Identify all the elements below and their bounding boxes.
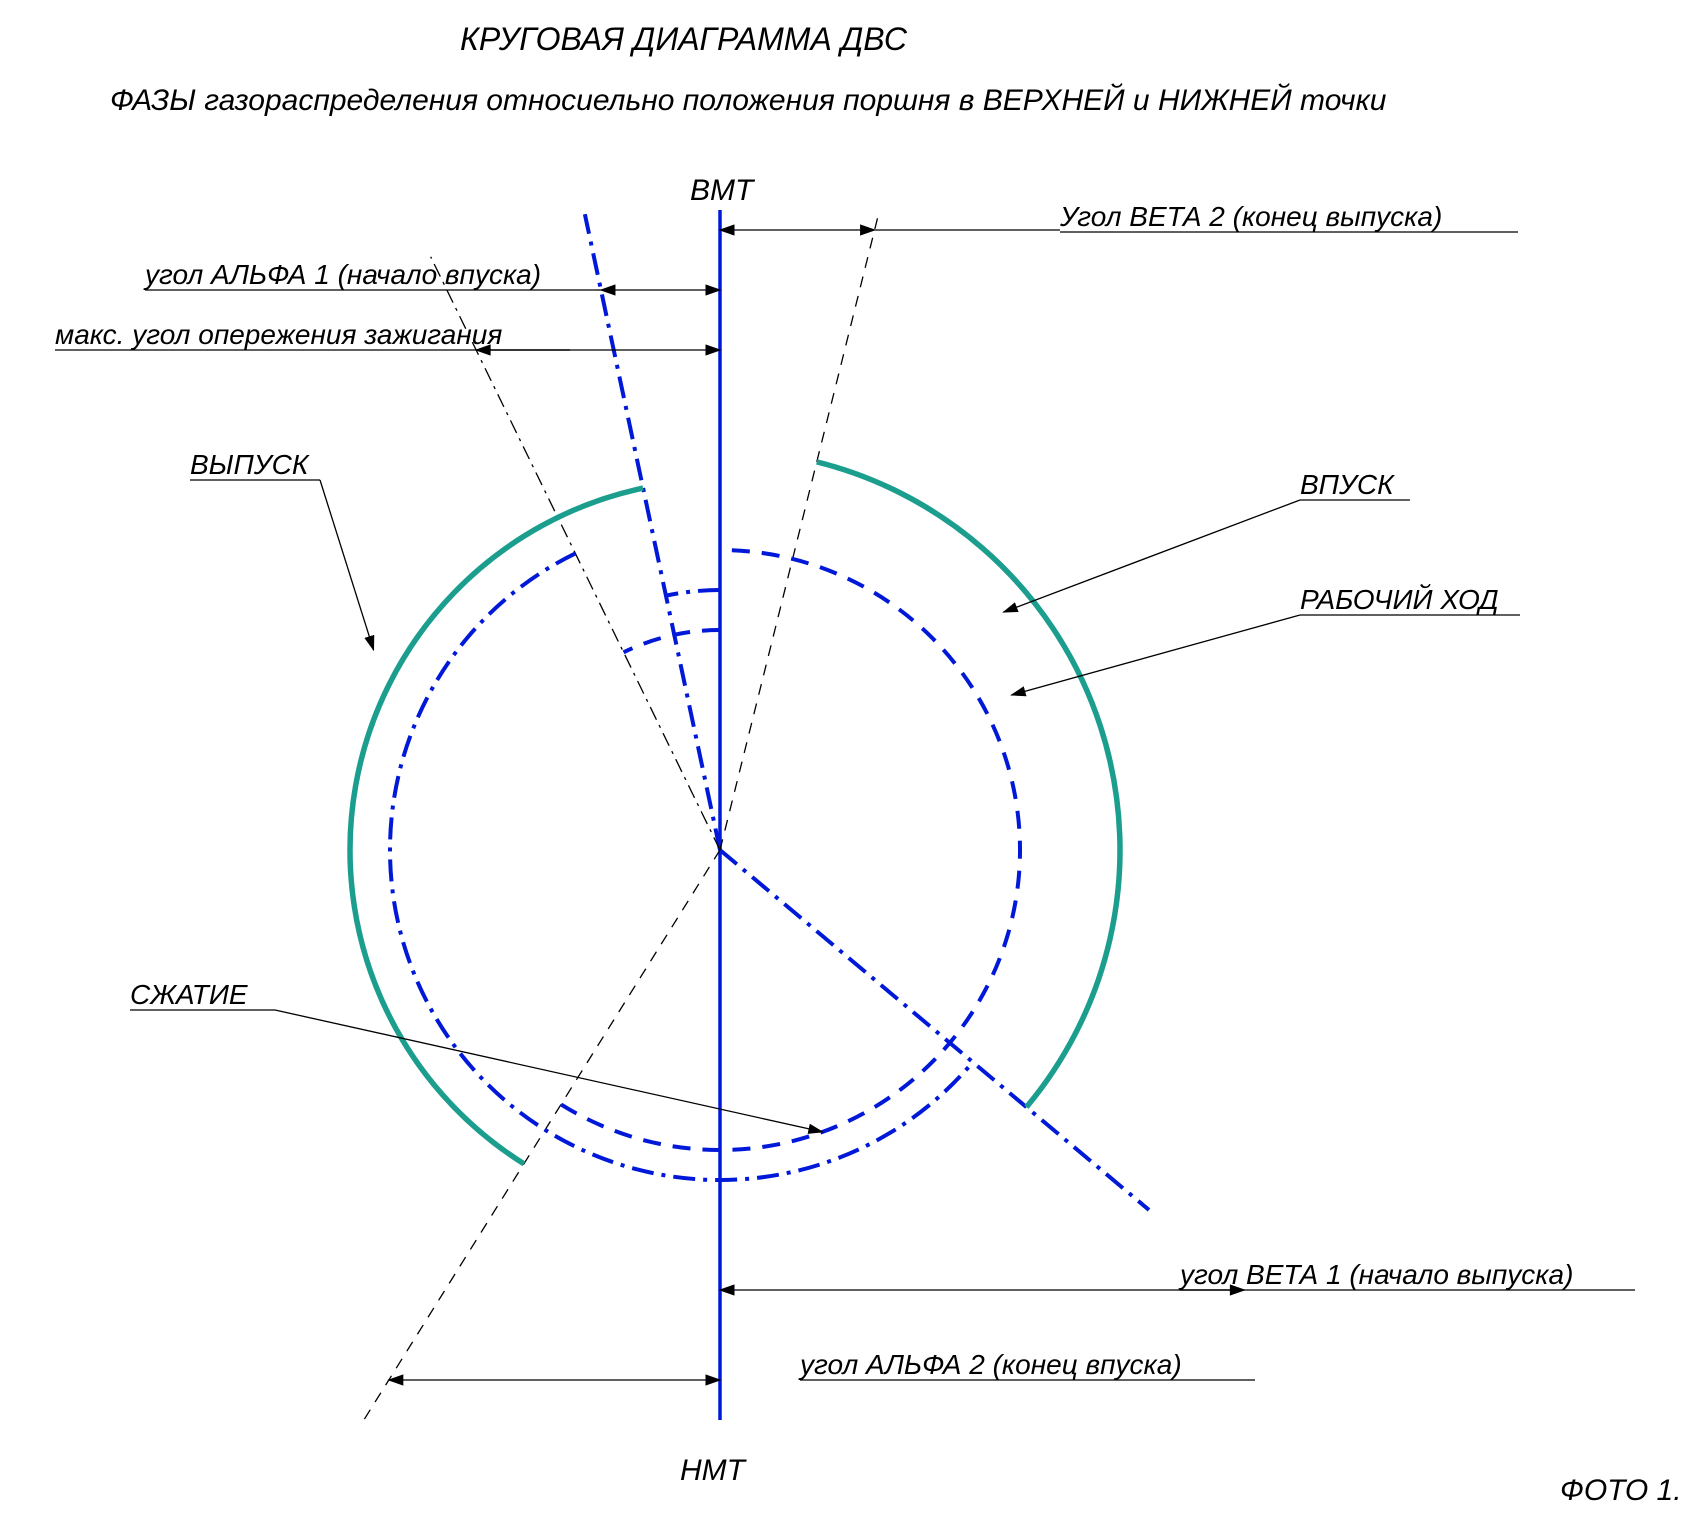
title: КРУГОВАЯ ДИАГРАММА ДВС bbox=[460, 21, 908, 57]
arc-power bbox=[390, 553, 973, 1180]
label-alpha2: угол АЛЬФА 2 (конец впуска) bbox=[798, 1349, 1182, 1380]
label-intake: ВПУСК bbox=[1300, 469, 1395, 500]
radial-beta2 bbox=[720, 210, 880, 850]
dim-arc-ign bbox=[624, 630, 720, 652]
radial-alpha1 bbox=[585, 214, 720, 850]
diagram-canvas: КРУГОВАЯ ДИАГРАММА ДВС ФАЗЫ газораспредел… bbox=[0, 0, 1700, 1519]
dim-arc-alpha1 bbox=[666, 590, 720, 596]
arc-intake bbox=[350, 488, 643, 1164]
subtitle: ФАЗЫ газораспределения относиельно полож… bbox=[110, 83, 1387, 117]
label-compress: СЖАТИЕ bbox=[130, 979, 248, 1010]
label-alpha1: угол АЛЬФА 1 (начало впуска) bbox=[143, 259, 541, 290]
label-beta2: Угол ВЕТА 2 (конец выпуска) bbox=[1059, 201, 1442, 232]
footer: ФОТО 1. bbox=[1560, 1474, 1682, 1507]
radial-beta1 bbox=[720, 850, 1149, 1210]
radial-alpha2 bbox=[360, 850, 720, 1427]
arc-compress bbox=[561, 550, 1020, 1150]
arc-exhaust bbox=[817, 462, 1120, 1107]
label-power: РАБОЧИЙ ХОД bbox=[1300, 583, 1499, 615]
leader-exhaust bbox=[320, 480, 374, 650]
label-exhaust: ВЫПУСК bbox=[190, 449, 310, 480]
label-vmt: ВМТ bbox=[690, 174, 756, 207]
leader-compress bbox=[275, 1010, 823, 1132]
leader-intake bbox=[1003, 500, 1300, 612]
label-beta1: угол ВЕТА 1 (начало выпуска) bbox=[1178, 1259, 1573, 1290]
label-nmt: НМТ bbox=[680, 1454, 748, 1487]
label-ign: макс. угол опережения зажигания bbox=[55, 319, 502, 350]
